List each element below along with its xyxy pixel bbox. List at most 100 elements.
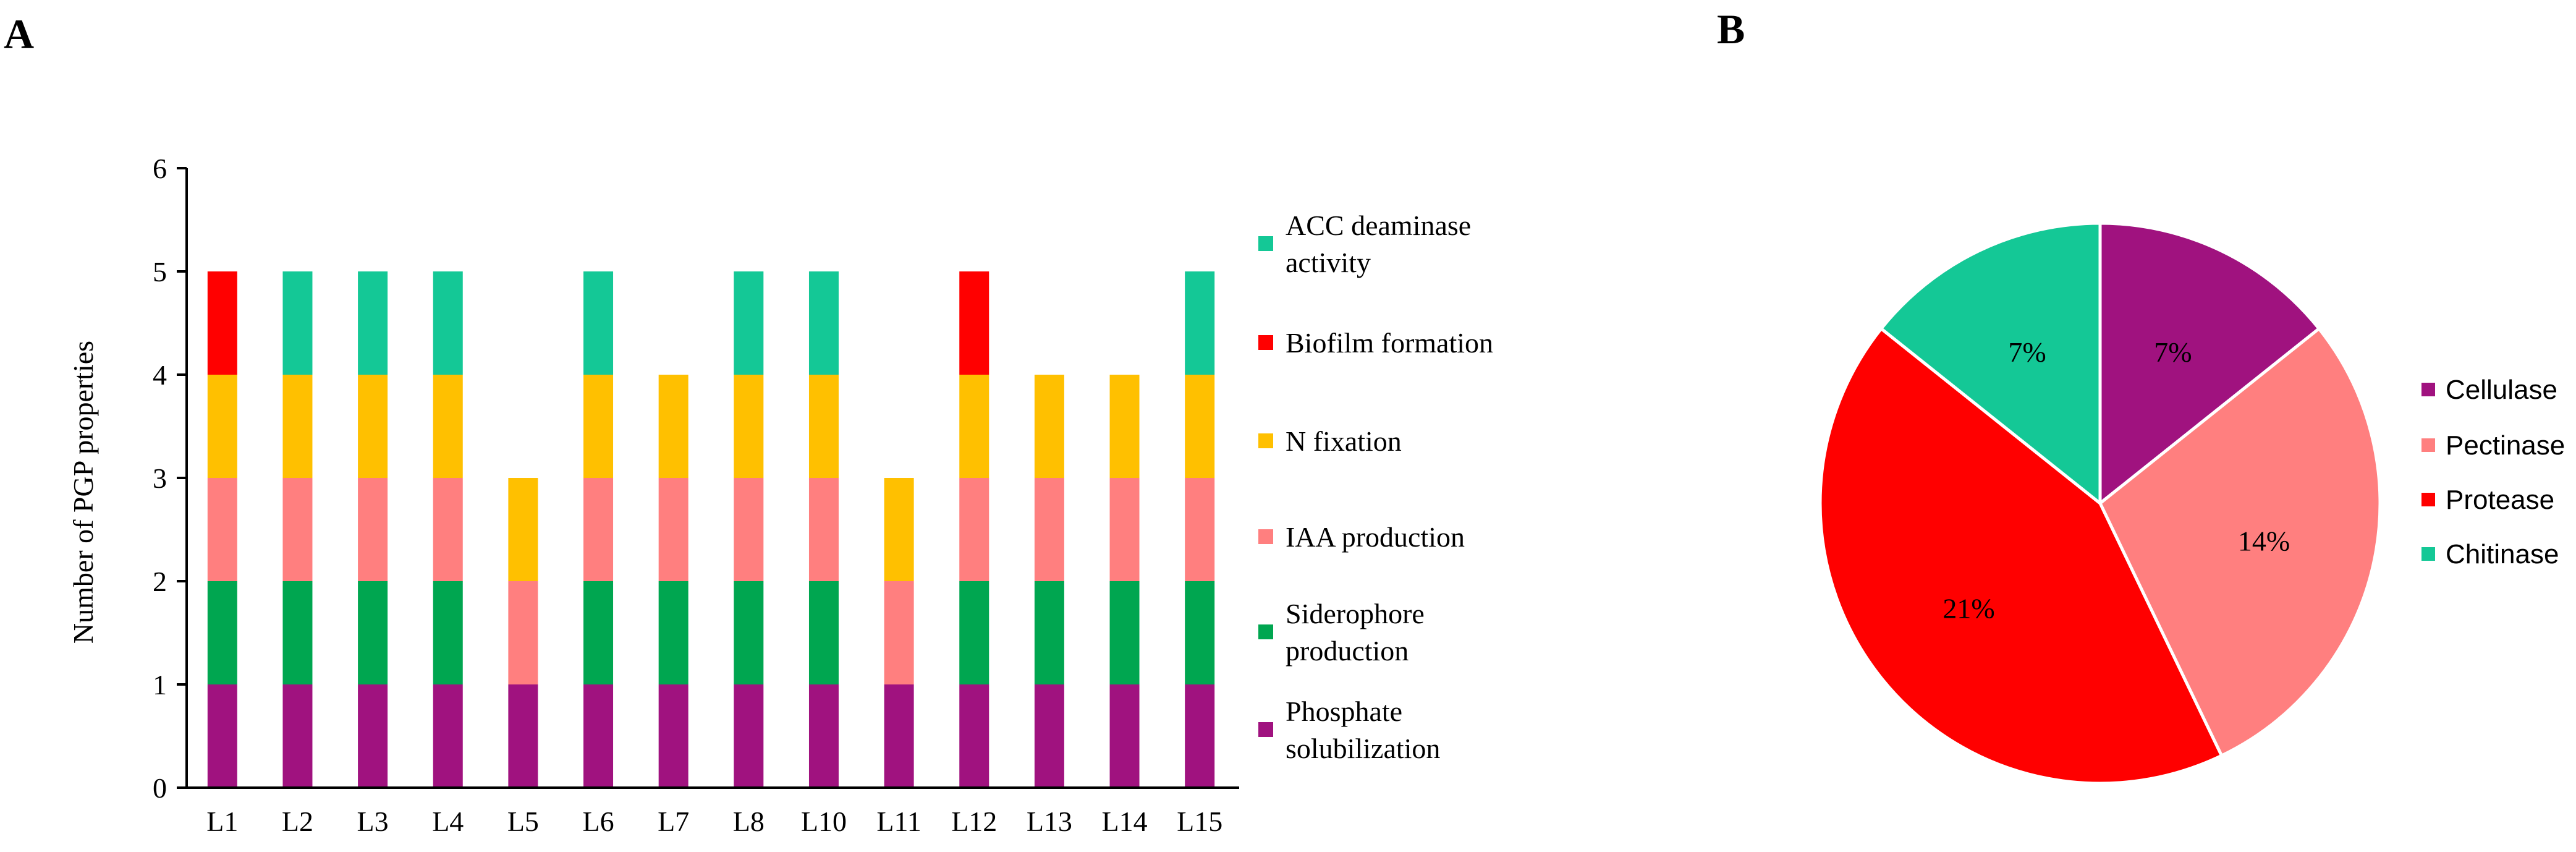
x-tick-label-l8: L8	[733, 806, 765, 837]
bar-segment-l5-n-fixation	[508, 478, 538, 581]
bar-segment-l14-phosphate-solubilization	[1109, 684, 1140, 788]
bar-segment-l7-siderophore-production	[658, 581, 688, 684]
bar-segment-l12-phosphate-solubilization	[959, 684, 989, 788]
bar-segment-l4-iaa-production	[433, 478, 463, 581]
bar-segment-l14-n-fixation	[1109, 375, 1140, 478]
bar-segment-l8-phosphate-solubilization	[734, 684, 764, 788]
bar-segment-l15-iaa-production	[1185, 478, 1215, 581]
bar-segments	[207, 271, 1215, 788]
x-tick-label-l11: L11	[876, 806, 921, 837]
bar-segment-l10-iaa-production	[808, 478, 839, 581]
bar-segment-l11-iaa-production	[884, 581, 914, 684]
bar-segment-l4-phosphate-solubilization	[433, 684, 463, 788]
bar-segment-l4-siderophore-production	[433, 581, 463, 684]
legend-label-iaa-production: IAA production	[1286, 521, 1465, 553]
bar-segment-l10-n-fixation	[808, 375, 839, 478]
panel-b-label: B	[1717, 6, 1745, 53]
bar-segment-l7-n-fixation	[658, 375, 688, 478]
y-tick-label: 0	[153, 772, 167, 804]
bar-segment-l13-iaa-production	[1034, 478, 1064, 581]
bar-segment-l13-phosphate-solubilization	[1034, 684, 1064, 788]
legend-swatch-biofilm-formation	[1258, 335, 1273, 350]
y-axis-title: Number of PGP properties	[67, 341, 99, 644]
pie-slices	[1818, 221, 2382, 785]
x-tick-label-l15: L15	[1177, 806, 1222, 837]
bar-segment-l8-acc-deaminase-activity	[734, 271, 764, 375]
bar-segment-l6-n-fixation	[583, 375, 614, 478]
legend-swatch-n-fixation	[1258, 433, 1273, 448]
x-tick-label-l4: L4	[432, 806, 464, 837]
x-tick-label-l2: L2	[282, 806, 313, 837]
bar-segment-l6-acc-deaminase-activity	[583, 271, 614, 375]
pie-legend-swatch-protease	[2421, 493, 2435, 506]
legend-label-biofilm-formation: Biofilm formation	[1286, 327, 1493, 359]
y-tick-label: 6	[153, 153, 167, 184]
bar-segment-l7-iaa-production	[658, 478, 688, 581]
legend-swatch-iaa-production	[1258, 529, 1273, 544]
bar-segment-l12-biofilm-formation	[959, 271, 989, 375]
bar-segment-l11-phosphate-solubilization	[884, 684, 914, 788]
pie-labels: 7% 14% 21% 7%	[1943, 336, 2290, 624]
bar-segment-l12-iaa-production	[959, 478, 989, 581]
x-tick-label-l14: L14	[1101, 806, 1147, 837]
bar-segment-l10-phosphate-solubilization	[808, 684, 839, 788]
bar-segment-l12-siderophore-production	[959, 581, 989, 684]
y-tick-label: 1	[153, 669, 167, 701]
panel-a-label: A	[4, 11, 34, 58]
legend-label-n-fixation: N fixation	[1286, 425, 1402, 457]
pie-legend-swatch-pectinase	[2421, 438, 2435, 452]
bar-segment-l14-siderophore-production	[1109, 581, 1140, 684]
bar-segment-l3-siderophore-production	[358, 581, 388, 684]
bar-segment-l1-iaa-production	[207, 478, 237, 581]
bar-segment-l15-n-fixation	[1185, 375, 1215, 478]
bar-segment-l15-phosphate-solubilization	[1185, 684, 1215, 788]
bar-segment-l4-acc-deaminase-activity	[433, 271, 463, 375]
bar-segment-l8-n-fixation	[734, 375, 764, 478]
pie-legend-label-pectinase: Pectinase	[2446, 430, 2565, 461]
bar-segment-l13-siderophore-production	[1034, 581, 1064, 684]
x-axis-ticks: L1 L2 L3 L4 L5 L6 L7 L8 L10 L11 L12 L13 L14 L15	[206, 806, 1222, 837]
pie-legend-label-protease: Protease	[2446, 485, 2554, 515]
bar-segment-l3-iaa-production	[358, 478, 388, 581]
pie-label-protease: 21%	[1943, 592, 1994, 624]
bar-segment-l1-siderophore-production	[207, 581, 237, 684]
x-tick-label-l10: L10	[801, 806, 847, 837]
bar-segment-l8-iaa-production	[734, 478, 764, 581]
y-tick-label: 5	[153, 256, 167, 288]
x-tick-label-l7: L7	[658, 806, 689, 837]
bar-segment-l5-iaa-production	[508, 581, 538, 684]
bar-legend: ACC deaminase activity Biofilm formation N…	[1258, 210, 1493, 764]
pie-slice-pectinase	[2098, 326, 2382, 758]
x-tick-label-l6: L6	[582, 806, 614, 837]
pie-legend-swatch-chitinase	[2421, 547, 2435, 561]
bar-segment-l10-siderophore-production	[808, 581, 839, 684]
legend-swatch-siderophore-production	[1258, 624, 1273, 639]
y-tick-label: 2	[153, 566, 167, 597]
bar-segment-l6-iaa-production	[583, 478, 614, 581]
y-tick-label: 3	[153, 462, 167, 494]
bar-segment-l2-siderophore-production	[282, 581, 313, 684]
pie-legend-label-chitinase: Chitinase	[2446, 539, 2559, 569]
bar-segment-l8-siderophore-production	[734, 581, 764, 684]
legend-label-phosphate-solubilization: Phosphate solubilization	[1286, 696, 1440, 764]
bar-segment-l1-n-fixation	[207, 375, 237, 478]
legend-swatch-phosphate-solubilization	[1258, 722, 1273, 737]
bar-segment-l7-phosphate-solubilization	[658, 684, 688, 788]
bar-segment-l3-phosphate-solubilization	[358, 684, 388, 788]
y-tick-label: 4	[153, 359, 167, 391]
bar-segment-l2-n-fixation	[282, 375, 313, 478]
bar-segment-l2-phosphate-solubilization	[282, 684, 313, 788]
pie-label-chitinase: 7%	[2008, 336, 2046, 368]
legend-label-siderophore-production: Siderophore production	[1286, 598, 1425, 667]
pie-chart: 7% 14% 21% 7% Cellulase Pectinase Protease Chi…	[1818, 221, 2565, 785]
bar-segment-l13-n-fixation	[1034, 375, 1064, 478]
bar-segment-l15-acc-deaminase-activity	[1185, 271, 1215, 375]
pie-slice-protease	[1818, 326, 2224, 785]
bar-segment-l5-phosphate-solubilization	[508, 684, 538, 788]
pie-legend-swatch-cellulase	[2421, 383, 2435, 396]
bar-segment-l1-biofilm-formation	[207, 271, 237, 375]
pie-legend: Cellulase Pectinase Protease Chitinase	[2421, 375, 2565, 569]
x-tick-label-l3: L3	[357, 806, 389, 837]
